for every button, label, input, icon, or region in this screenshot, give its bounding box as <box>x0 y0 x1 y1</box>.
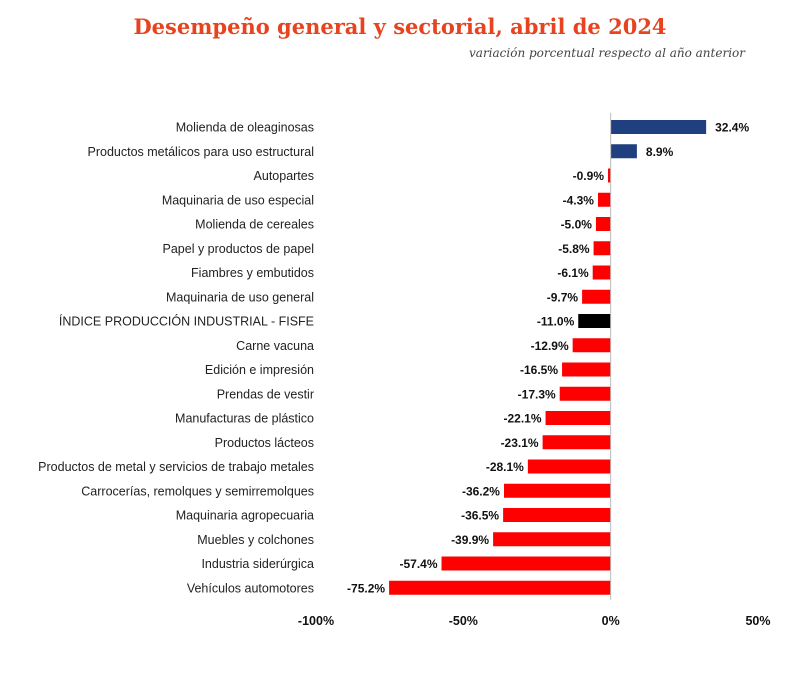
category-label: Edición e impresión <box>205 363 314 377</box>
category-label: Industria siderúrgica <box>201 557 314 571</box>
value-label: -5.0% <box>561 218 593 232</box>
category-label: Carrocerías, remolques y semirremolques <box>81 484 314 498</box>
value-label: -36.5% <box>461 509 499 523</box>
value-label: -4.3% <box>563 193 595 207</box>
category-label: Autopartes <box>254 169 314 183</box>
value-label: -57.4% <box>399 557 437 571</box>
category-label: Molienda de cereales <box>195 218 314 232</box>
x-tick-label: -50% <box>449 614 478 628</box>
bar-molienda-de-cereales <box>595 217 611 231</box>
bar-prendas-de-vestir <box>559 386 611 401</box>
category-label: Productos metálicos para uso estructural <box>88 145 315 159</box>
bar-edicion-e-impresion <box>562 362 611 377</box>
value-label: -0.9% <box>573 169 605 183</box>
category-label: Molienda de oleaginosas <box>176 121 314 135</box>
category-label: Fiambres y embutidos <box>191 266 314 280</box>
value-label: -17.3% <box>518 387 556 401</box>
value-label: -22.1% <box>504 412 542 426</box>
value-label: -9.7% <box>547 290 579 304</box>
category-label: Papel y productos de papel <box>163 242 315 256</box>
x-axis: -100% -50% 0% 50% <box>298 113 771 628</box>
category-labels-group: Molienda de oleaginosas Productos metálic… <box>38 121 314 596</box>
bar-carne-vacuna <box>572 338 611 353</box>
bar-manufacturas-de-plastico <box>545 411 611 425</box>
bar-autopartes <box>608 168 611 183</box>
value-label: -12.9% <box>531 339 569 353</box>
value-label: -6.1% <box>557 266 589 280</box>
category-label: Productos de metal y servicios de trabaj… <box>38 460 314 474</box>
x-tick-label: 50% <box>745 614 770 628</box>
value-label: -36.2% <box>462 484 500 498</box>
category-label: Vehículos automotores <box>187 581 314 595</box>
bar-maquinaria-de-uso-general <box>582 289 611 304</box>
category-label: Muebles y colchones <box>197 533 314 547</box>
bar-productos-metalicos-para-uso-estructural <box>610 144 637 159</box>
bar-indice-produccion-industrial-fisfe <box>578 314 611 328</box>
bar-papel-y-productos-de-papel <box>593 241 611 256</box>
value-label: -5.8% <box>558 242 590 256</box>
chart-title: Desempeño general y sectorial, abril de … <box>133 14 667 39</box>
chart-subtitle: variación porcentual respecto al año ant… <box>469 46 745 60</box>
value-label: -75.2% <box>347 581 385 595</box>
category-label: Carne vacuna <box>236 339 314 353</box>
bar-productos-de-metal-y-servicios-de-trabajo-metales <box>527 459 611 474</box>
bar-fiambres-y-embutidos <box>592 265 611 280</box>
bar-vehiculos-automotores <box>389 580 611 595</box>
value-label: -11.0% <box>537 315 575 329</box>
value-label: -16.5% <box>520 363 558 377</box>
category-label: Productos lácteos <box>215 436 314 450</box>
category-label: Maquinaria agropecuaria <box>176 509 314 523</box>
bars-group <box>389 120 707 595</box>
category-label: Manufacturas de plástico <box>175 412 314 426</box>
bar-carrocerias-remolques-y-semirremolques <box>503 483 611 498</box>
bar-productos-lacteos <box>542 435 611 450</box>
category-label: ÍNDICE PRODUCCIÓN INDUSTRIAL - FISFE <box>59 314 314 329</box>
category-label: Prendas de vestir <box>217 387 314 401</box>
value-label: 32.4% <box>715 121 749 135</box>
value-label: 8.9% <box>646 145 674 159</box>
x-tick-label: -100% <box>298 614 334 628</box>
value-label: -23.1% <box>501 436 539 450</box>
bar-muebles-y-colchones <box>493 532 611 547</box>
bar-industria-siderurgica <box>441 556 611 571</box>
category-label: Maquinaria de uso especial <box>162 193 314 207</box>
bar-molienda-de-oleaginosas <box>610 120 707 134</box>
category-label: Maquinaria de uso general <box>166 290 314 304</box>
x-tick-label: 0% <box>602 614 620 628</box>
bar-maquinaria-agropecuaria <box>503 508 611 522</box>
value-labels-group: 32.4% 8.9% -0.9% -4.3% -5.0% -5.8% -6.1% -9.7% -… <box>347 121 749 596</box>
bar-maquinaria-de-uso-especial <box>597 192 611 207</box>
value-label: -28.1% <box>486 460 524 474</box>
value-label: -39.9% <box>451 533 489 547</box>
